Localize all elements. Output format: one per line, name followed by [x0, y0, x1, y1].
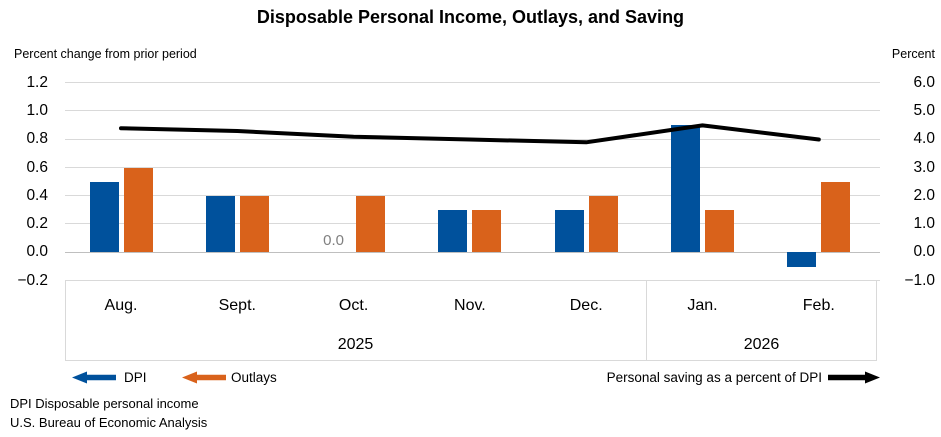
month-label: Nov. — [454, 297, 486, 314]
month-label: Oct. — [338, 297, 369, 314]
outlays-bar — [123, 167, 153, 253]
legend-outlays-label: Outlays — [231, 370, 277, 385]
right-axis-tick: 4.0 — [913, 130, 935, 148]
saving-right-arrow-icon — [828, 371, 880, 384]
dpi-bar — [787, 252, 817, 267]
dpi-bar — [554, 210, 584, 253]
dpi-bar — [89, 181, 119, 253]
left-axis-tick: 1.2 — [26, 74, 48, 91]
left-axis-tick: 0.4 — [26, 186, 48, 204]
dpi-left-arrow-icon — [72, 371, 116, 384]
right-axis-tick: 3.0 — [913, 158, 935, 176]
year-label-2026: 2026 — [743, 336, 780, 353]
right-axis-unit-label: Percent — [891, 47, 935, 61]
legend-dpi-label: DPI — [124, 370, 147, 385]
gridline — [65, 195, 880, 197]
month-label: Feb. — [802, 297, 835, 314]
right-axis-tick: 6.0 — [913, 74, 935, 91]
outlays-left-arrow-icon — [182, 371, 226, 384]
outlays-bar — [705, 210, 734, 253]
outlays-bar — [588, 195, 618, 253]
month-label: Dec. — [569, 297, 603, 314]
saving-line — [119, 123, 821, 145]
footnotes: DPI Disposable personal income U.S. Bure… — [10, 394, 207, 432]
dpi-bar — [438, 210, 468, 253]
year-divider-line — [646, 280, 647, 361]
gridline — [65, 166, 880, 168]
left-axis-tick: −0.2 — [17, 271, 48, 289]
outlays-bar — [472, 210, 502, 253]
left-axis-tick: 0.2 — [26, 215, 48, 233]
right-axis-tick: −1.0 — [904, 271, 935, 289]
right-axis-tick: 2.0 — [913, 186, 935, 204]
left-axis-tick: 0.8 — [26, 130, 48, 148]
chart-title: Disposable Personal Income, Outlays, and… — [256, 7, 685, 27]
left-axis-tick: 1.0 — [26, 102, 48, 120]
legend-saving-label: Personal saving as a percent of DPI — [606, 370, 822, 385]
left-axis-tick: 0.6 — [26, 158, 48, 176]
month-label: Jan. — [687, 297, 718, 314]
right-axis-tick: 1.0 — [913, 215, 935, 233]
outlays-bar — [356, 195, 386, 253]
right-axis-tick: 0.0 — [913, 243, 935, 261]
footnote-source: U.S. Bureau of Economic Analysis — [10, 415, 208, 430]
dpi-bar — [671, 125, 700, 253]
footnote-dpi-definition: DPI Disposable personal income — [10, 396, 199, 411]
right-axis-tick: 5.0 — [913, 102, 935, 120]
dpi-bar — [205, 195, 235, 253]
left-axis-tick: 0.0 — [26, 243, 48, 261]
year-label-2025: 2025 — [337, 336, 374, 353]
outlays-bar — [821, 181, 851, 253]
zero-value-label: 0.0 — [323, 232, 345, 250]
month-label: Aug. — [104, 297, 138, 314]
month-label: Sept. — [218, 297, 256, 314]
x-axis-category-band — [65, 280, 877, 361]
gridline — [65, 82, 880, 84]
outlays-bar — [239, 195, 269, 253]
left-axis-unit-label: Percent change from prior period — [14, 47, 197, 61]
gridline — [65, 110, 880, 112]
